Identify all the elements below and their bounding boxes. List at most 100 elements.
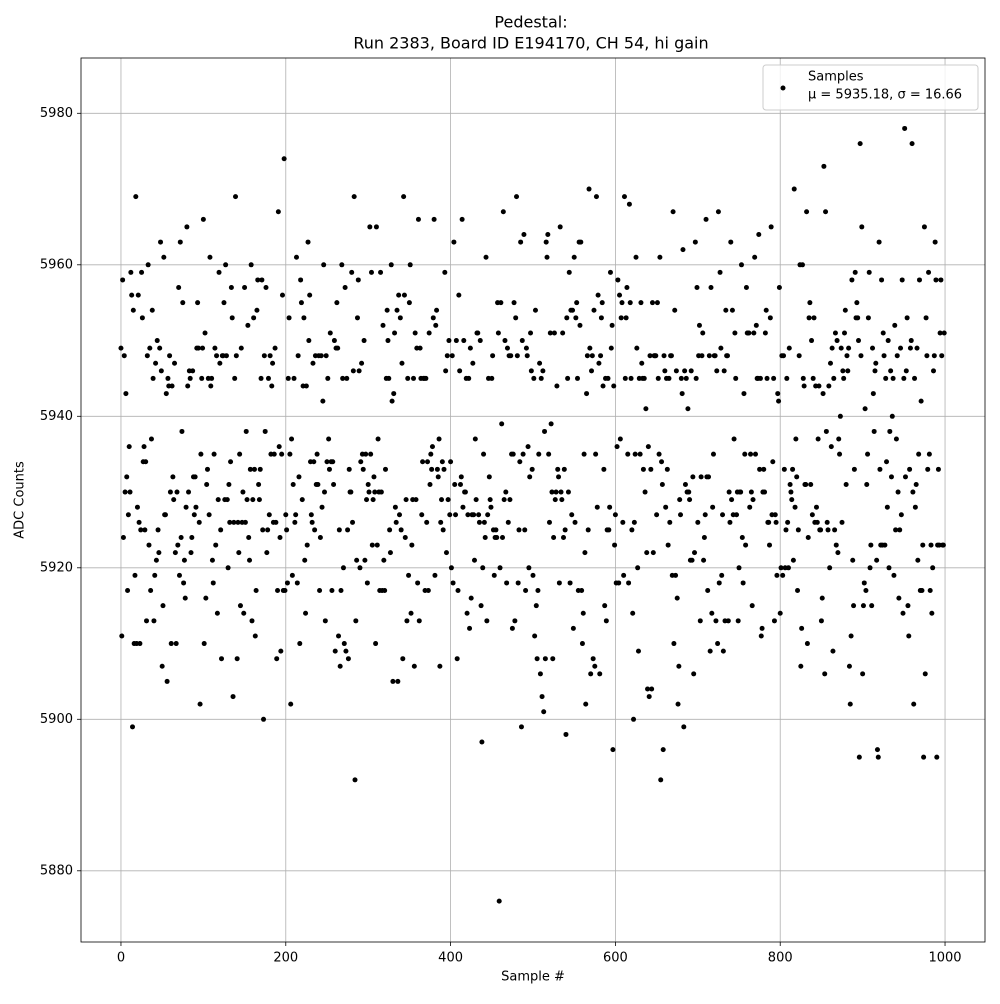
data-point xyxy=(937,330,943,336)
data-point xyxy=(847,701,853,707)
data-point xyxy=(710,504,716,510)
data-point xyxy=(447,512,453,518)
data-point xyxy=(537,360,543,366)
data-point xyxy=(438,519,444,525)
data-point xyxy=(682,481,688,487)
data-point xyxy=(497,565,503,571)
data-point xyxy=(621,572,627,578)
data-point xyxy=(184,224,190,230)
data-point xyxy=(146,542,152,548)
data-point xyxy=(149,307,155,313)
data-point xyxy=(471,557,477,563)
data-point xyxy=(679,391,685,397)
data-point xyxy=(815,436,821,442)
data-point xyxy=(484,618,490,624)
data-point xyxy=(846,345,852,351)
data-point xyxy=(128,269,134,275)
data-point xyxy=(578,239,584,245)
data-point xyxy=(548,421,554,427)
data-point xyxy=(925,466,931,472)
data-point xyxy=(867,565,873,571)
data-point xyxy=(714,368,720,374)
data-point xyxy=(599,300,605,306)
data-point xyxy=(863,588,869,594)
data-point xyxy=(645,686,651,692)
data-point xyxy=(337,663,343,669)
data-point xyxy=(845,368,851,374)
data-point xyxy=(530,572,536,578)
data-point xyxy=(393,519,399,525)
data-point xyxy=(654,512,660,518)
data-point xyxy=(828,444,834,450)
data-point xyxy=(628,375,634,381)
data-point xyxy=(207,254,213,260)
data-point xyxy=(554,383,560,389)
data-point xyxy=(620,519,626,525)
data-point xyxy=(675,701,681,707)
data-point xyxy=(552,497,558,503)
data-point xyxy=(175,542,181,548)
data-point xyxy=(762,489,768,495)
data-point xyxy=(671,641,677,647)
data-point xyxy=(574,375,580,381)
data-point xyxy=(570,307,576,313)
data-point xyxy=(799,262,805,268)
data-point xyxy=(493,527,499,533)
data-point xyxy=(533,603,539,609)
data-point xyxy=(835,550,841,556)
data-point xyxy=(650,550,656,556)
data-point xyxy=(345,527,351,533)
data-point xyxy=(617,292,623,298)
data-point xyxy=(717,269,723,275)
data-point xyxy=(187,375,193,381)
data-point xyxy=(634,345,640,351)
data-point xyxy=(287,451,293,457)
data-point xyxy=(705,588,711,594)
data-point xyxy=(340,375,346,381)
data-point xyxy=(771,618,777,624)
data-point xyxy=(757,375,763,381)
data-point xyxy=(902,125,908,131)
data-point xyxy=(368,451,374,457)
data-point xyxy=(330,459,336,465)
data-point xyxy=(228,285,234,291)
legend-note: μ = 5935.18, σ = 16.66 xyxy=(808,88,962,103)
data-point xyxy=(621,194,627,200)
data-point xyxy=(395,678,401,684)
data-point xyxy=(633,254,639,260)
data-point xyxy=(854,300,860,306)
data-point xyxy=(618,315,624,321)
data-point xyxy=(912,375,918,381)
data-point xyxy=(168,641,174,647)
data-point xyxy=(600,383,606,389)
data-point xyxy=(279,292,285,298)
data-point xyxy=(930,565,936,571)
data-point xyxy=(601,466,607,472)
data-point xyxy=(298,277,304,283)
data-point xyxy=(387,550,393,556)
data-point xyxy=(318,353,324,359)
data-point xyxy=(344,375,350,381)
data-point xyxy=(816,383,822,389)
data-point xyxy=(518,239,524,245)
data-point xyxy=(829,345,835,351)
data-point xyxy=(172,550,178,556)
data-point xyxy=(546,519,552,525)
data-point xyxy=(261,716,267,722)
data-point xyxy=(283,512,289,518)
y-tick-label: 5940 xyxy=(40,409,73,424)
data-point xyxy=(594,504,600,510)
data-point xyxy=(579,641,585,647)
data-point xyxy=(415,580,421,586)
data-point xyxy=(939,353,945,359)
data-point xyxy=(880,330,886,336)
data-point xyxy=(260,527,266,533)
data-point xyxy=(772,512,778,518)
data-point xyxy=(324,459,330,465)
data-point xyxy=(549,489,555,495)
data-point xyxy=(416,618,422,624)
data-point xyxy=(299,497,305,503)
data-point xyxy=(539,694,545,700)
data-point xyxy=(382,588,388,594)
data-point xyxy=(214,610,220,616)
